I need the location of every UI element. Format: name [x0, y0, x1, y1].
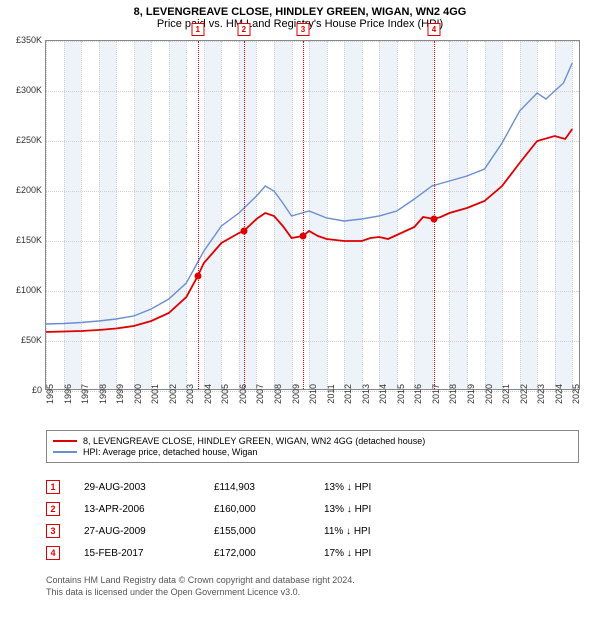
- sale-pct: 13% ↓ HPI: [324, 482, 424, 493]
- sale-marker-box: 3: [296, 23, 309, 36]
- x-tick-label: 1998: [98, 384, 108, 404]
- chart-container: 8, LEVENGREAVE CLOSE, HINDLEY GREEN, WIG…: [0, 0, 600, 620]
- x-tick-label: 2014: [378, 384, 388, 404]
- plot: 1234: [45, 40, 580, 390]
- x-tick-label: 2023: [536, 384, 546, 404]
- x-tick-label: 2021: [501, 384, 511, 404]
- sale-pct: 13% ↓ HPI: [324, 504, 424, 515]
- footer: Contains HM Land Registry data © Crown c…: [46, 575, 355, 598]
- sales-row: 1 29-AUG-2003£114,90313% ↓ HPI: [46, 476, 579, 498]
- x-tick-label: 2015: [396, 384, 406, 404]
- series-price_paid: [46, 129, 572, 332]
- sale-date: 27-AUG-2009: [84, 526, 214, 537]
- sale-marker-dot: [240, 228, 247, 235]
- footer-line1: Contains HM Land Registry data © Crown c…: [46, 575, 355, 587]
- x-tick-label: 2003: [185, 384, 195, 404]
- x-tick-label: 2022: [519, 384, 529, 404]
- x-tick-label: 2018: [448, 384, 458, 404]
- legend-swatch-hpi: [53, 451, 77, 453]
- x-tick-label: 1996: [63, 384, 73, 404]
- x-tick-label: 2002: [168, 384, 178, 404]
- x-tick-label: 1997: [80, 384, 90, 404]
- x-tick-label: 2008: [273, 384, 283, 404]
- x-tick-label: 2024: [554, 384, 564, 404]
- sale-vline: [198, 41, 199, 389]
- legend-label-hpi: HPI: Average price, detached house, Wiga…: [83, 447, 257, 457]
- x-tick-label: 2007: [255, 384, 265, 404]
- x-tick-label: 2011: [326, 384, 336, 403]
- y-tick-label: £0: [32, 385, 42, 395]
- legend-item-hpi: HPI: Average price, detached house, Wiga…: [53, 447, 572, 457]
- y-tick-label: £350K: [16, 35, 42, 45]
- sale-price: £155,000: [214, 526, 324, 537]
- x-tick-label: 2017: [431, 384, 441, 404]
- sale-date: 29-AUG-2003: [84, 482, 214, 493]
- x-tick-label: 1999: [115, 384, 125, 404]
- title-address: 8, LEVENGREAVE CLOSE, HINDLEY GREEN, WIG…: [0, 6, 600, 18]
- legend-label-price-paid: 8, LEVENGREAVE CLOSE, HINDLEY GREEN, WIG…: [83, 436, 425, 446]
- x-tick-label: 2025: [571, 384, 581, 404]
- x-tick-label: 2005: [220, 384, 230, 404]
- x-tick-label: 2006: [238, 384, 248, 404]
- sale-price: £114,903: [214, 482, 324, 493]
- sale-price: £160,000: [214, 504, 324, 515]
- sale-number-box: 1: [46, 480, 60, 494]
- sale-number-box: 4: [46, 546, 60, 560]
- x-tick-label: 2000: [133, 384, 143, 404]
- sale-number-box: 2: [46, 502, 60, 516]
- sale-marker-box: 4: [428, 23, 441, 36]
- line-svg: [46, 41, 581, 391]
- sale-marker-box: 1: [191, 23, 204, 36]
- legend: 8, LEVENGREAVE CLOSE, HINDLEY GREEN, WIG…: [46, 430, 579, 463]
- sales-row: 4 15-FEB-2017£172,00017% ↓ HPI: [46, 542, 579, 564]
- x-tick-label: 2019: [466, 384, 476, 404]
- y-tick-label: £150K: [16, 235, 42, 245]
- sales-table: 1 29-AUG-2003£114,90313% ↓ HPI 2 13-APR-200…: [46, 476, 579, 564]
- sale-vline: [303, 41, 304, 389]
- sale-date: 15-FEB-2017: [84, 548, 214, 559]
- sale-marker-dot: [299, 233, 306, 240]
- y-tick-label: £300K: [16, 85, 42, 95]
- sale-pct: 17% ↓ HPI: [324, 548, 424, 559]
- x-tick-label: 2013: [361, 384, 371, 404]
- y-tick-label: £200K: [16, 185, 42, 195]
- sale-price: £172,000: [214, 548, 324, 559]
- x-tick-label: 2020: [484, 384, 494, 404]
- x-tick-label: 1995: [45, 384, 55, 404]
- y-tick-label: £250K: [16, 135, 42, 145]
- sales-row: 3 27-AUG-2009£155,00011% ↓ HPI: [46, 520, 579, 542]
- x-tick-label: 2012: [343, 384, 353, 404]
- y-tick-label: £50K: [21, 335, 42, 345]
- sale-pct: 11% ↓ HPI: [324, 526, 424, 537]
- x-tick-label: 2009: [291, 384, 301, 404]
- sales-row: 2 13-APR-2006£160,00013% ↓ HPI: [46, 498, 579, 520]
- footer-line2: This data is licensed under the Open Gov…: [46, 587, 355, 599]
- sale-vline: [244, 41, 245, 389]
- x-tick-label: 2016: [413, 384, 423, 404]
- sale-marker-dot: [194, 273, 201, 280]
- legend-swatch-price-paid: [53, 440, 77, 442]
- x-tick-label: 2001: [150, 384, 160, 404]
- sale-number-box: 3: [46, 524, 60, 538]
- sale-marker-dot: [431, 216, 438, 223]
- legend-item-price-paid: 8, LEVENGREAVE CLOSE, HINDLEY GREEN, WIG…: [53, 436, 572, 446]
- chart-area: 1234 £0£50K£100K£150K£200K£250K£300K£350…: [45, 40, 580, 410]
- x-tick-label: 2010: [308, 384, 318, 404]
- sale-marker-box: 2: [237, 23, 250, 36]
- x-tick-label: 2004: [203, 384, 213, 404]
- y-tick-label: £100K: [16, 285, 42, 295]
- sale-date: 13-APR-2006: [84, 504, 214, 515]
